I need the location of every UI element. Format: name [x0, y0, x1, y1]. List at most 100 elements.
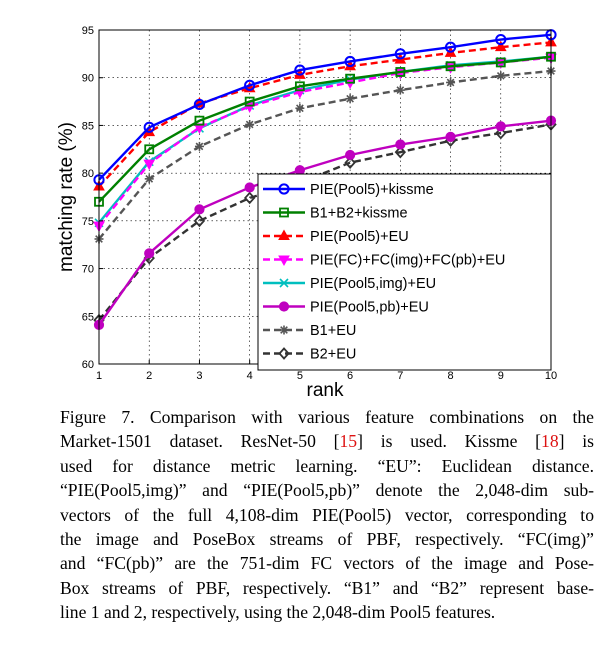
axis-ticks: 1 2 3 4 5 6 7 8 9 10 60 65 70 75 80 85 90 95: [82, 25, 557, 382]
caption-text: and “FC(pb)” are the 751-dim FC vectors …: [60, 553, 594, 574]
data-point: [344, 55, 356, 68]
caption-line: vectors of the full 4,108-dim PIE(Pool5)…: [60, 503, 594, 527]
data-point: [194, 141, 204, 151]
data-point: [394, 48, 406, 60]
y-tick-label: 70: [82, 264, 94, 276]
legend-marker: [279, 278, 289, 288]
data-point: [143, 121, 155, 133]
data-point: [495, 126, 507, 140]
x-axis-label: rank: [307, 380, 344, 400]
y-axis-label: matching rate (%): [56, 122, 77, 272]
data-point: [144, 144, 155, 155]
x-tick-label: 10: [545, 370, 557, 382]
series-line: [98, 56, 552, 227]
x-tick-label: 8: [447, 370, 453, 382]
data-point: [245, 119, 255, 129]
data-point: [445, 131, 456, 142]
data-point: [194, 204, 205, 215]
series-line: [98, 41, 552, 188]
series-PIE(Pool5)+EU: [93, 35, 557, 191]
data-point: [446, 77, 456, 87]
data-point: [394, 145, 407, 159]
legend-label: B1+EU: [310, 323, 356, 339]
series-B1+EU: [94, 66, 556, 244]
legend-label: PIE(Pool5)+kissme: [310, 182, 434, 198]
legend-entry: PIE(Pool5)+EU: [263, 229, 409, 245]
legend-label: B1+B2+kissme: [310, 206, 408, 222]
y-tick-label: 60: [82, 359, 94, 371]
x-tick-label: 6: [347, 370, 353, 382]
data-point: [144, 248, 155, 259]
legend-label: B2+EU: [310, 347, 356, 363]
data-point: [144, 174, 154, 184]
legend-marker: [278, 229, 290, 240]
x-tick-label: 3: [196, 370, 202, 382]
data-point: [294, 81, 305, 92]
legend-marker: [278, 301, 290, 312]
data-point: [345, 73, 356, 84]
caption-line: and “FC(pb)” are the 751-dim FC vectors …: [60, 551, 594, 575]
caption-text: the image and PoseBox streams of PBF, re…: [60, 529, 594, 550]
legend-box: [257, 173, 552, 371]
legend-label: PIE(Pool5)+EU: [310, 229, 409, 245]
y-tick-label: 65: [82, 311, 94, 323]
data-point: [294, 64, 306, 76]
legend-marker: [278, 347, 290, 360]
y-tick-label: 90: [82, 73, 94, 85]
data-point: [495, 57, 506, 68]
legend-entry: B1+B2+kissme: [263, 206, 408, 222]
legend: PIE(Pool5)+kissme B1+B2+kissme PIE(Pool5)+…: [257, 173, 552, 371]
legend-label: PIE(Pool5,pb)+EU: [310, 300, 429, 316]
caption-line: used for distance metric learning. “EU”:…: [60, 454, 594, 478]
y-tick-label: 85: [82, 120, 94, 132]
figure-caption: Figure 7. Comparison with various featur…: [60, 405, 594, 625]
caption-line: line 1 and 2, respectively, using the 2,…: [60, 600, 594, 624]
caption-line: the image and PoseBox streams of PBF, re…: [60, 527, 594, 551]
data-point: [295, 103, 305, 113]
data-point: [244, 79, 256, 91]
data-point: [495, 33, 507, 46]
caption-line: Market-1501 dataset. ResNet-50 [15] is u…: [60, 429, 594, 453]
data-point: [494, 40, 507, 52]
legend-entry: PIE(Pool5,pb)+EU: [263, 300, 429, 316]
data-point: [143, 159, 156, 171]
x-tick-label: 2: [146, 370, 152, 382]
series-PIE(Pool5,pb)+EU: [93, 115, 557, 330]
caption-line: Figure 7. Comparison with various featur…: [60, 405, 594, 429]
data-point: [345, 94, 355, 104]
caption-text: ] is used. Kissme [: [357, 431, 542, 452]
caption-text: used for distance metric learning. “EU”:…: [60, 455, 594, 476]
line-chart: 1 2 3 4 5 6 7 8 9 10 60 65 70 75 80 85 90 95 rank matchin…: [56, 25, 557, 400]
x-tick-label: 5: [297, 370, 303, 382]
series-line: [98, 69, 552, 240]
legend-entry: B2+EU: [263, 347, 356, 363]
citation-link[interactable]: 15: [339, 431, 358, 452]
y-tick-label: 95: [82, 25, 94, 37]
data-point: [444, 41, 457, 53]
series-line: [98, 33, 552, 181]
citation-link[interactable]: 18: [541, 431, 559, 452]
caption-text: “PIE(Pool5,img)” and “PIE(Pool5,pb)” den…: [60, 480, 594, 501]
data-point: [243, 191, 256, 205]
caption-text: line 1 and 2, respectively, using the 2,…: [60, 602, 496, 623]
x-tick-label: 4: [247, 370, 253, 382]
data-point: [344, 156, 356, 169]
data-point: [395, 85, 405, 95]
caption-text: ] is: [558, 431, 594, 452]
data-point: [495, 121, 506, 132]
legend-entry: PIE(Pool5)+kissme: [263, 182, 434, 198]
series-line: [98, 119, 552, 326]
data-point: [395, 139, 406, 150]
data-point: [395, 67, 406, 77]
caption-text: vectors of the full 4,108-dim PIE(Pool5)…: [60, 504, 594, 525]
data-point: [345, 149, 356, 161]
data-point: [496, 71, 506, 81]
legend-label: PIE(Pool5,img)+EU: [310, 276, 436, 292]
series-line: [98, 123, 552, 321]
data-point: [193, 98, 206, 111]
data-point: [294, 165, 305, 176]
data-point: [193, 214, 206, 228]
caption-line: “PIE(Pool5,img)” and “PIE(Pool5,pb)” den…: [60, 478, 594, 502]
y-tick-label: 75: [82, 216, 94, 228]
series-PIE(Pool5)+kissme: [93, 29, 557, 186]
